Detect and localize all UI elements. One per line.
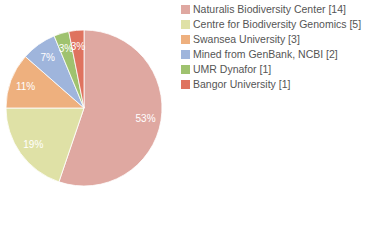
legend-swatch	[181, 20, 190, 29]
legend: Naturalis Biodiversity Center [14] Centre…	[181, 3, 361, 90]
slice-labels: 53%19%11%7%3%3%	[16, 41, 156, 150]
legend-swatch	[181, 65, 190, 74]
legend-label: Bangor University [1]	[193, 78, 291, 90]
data-label: 19%	[23, 139, 43, 150]
legend-label: Swansea University [3]	[193, 33, 300, 45]
legend-swatch	[181, 35, 190, 44]
data-label: 53%	[136, 113, 156, 124]
legend-label: Mined from GenBank, NCBI [2]	[193, 48, 338, 60]
chart: 53%19%11%7%3%3%Naturalis Biodiversity Ce…	[0, 0, 380, 240]
legend-swatch	[181, 5, 190, 14]
data-label: 3%	[71, 41, 86, 52]
legend-swatch	[181, 50, 190, 59]
legend-swatch	[181, 80, 190, 89]
legend-label: UMR Dynafor [1]	[193, 63, 271, 75]
slice	[6, 108, 84, 182]
slices	[6, 30, 162, 186]
data-label: 11%	[16, 81, 35, 92]
legend-label: Centre for Biodiversity Genomics [5]	[193, 18, 361, 30]
legend-label: Naturalis Biodiversity Center [14]	[193, 3, 346, 15]
data-label: 7%	[40, 52, 55, 63]
